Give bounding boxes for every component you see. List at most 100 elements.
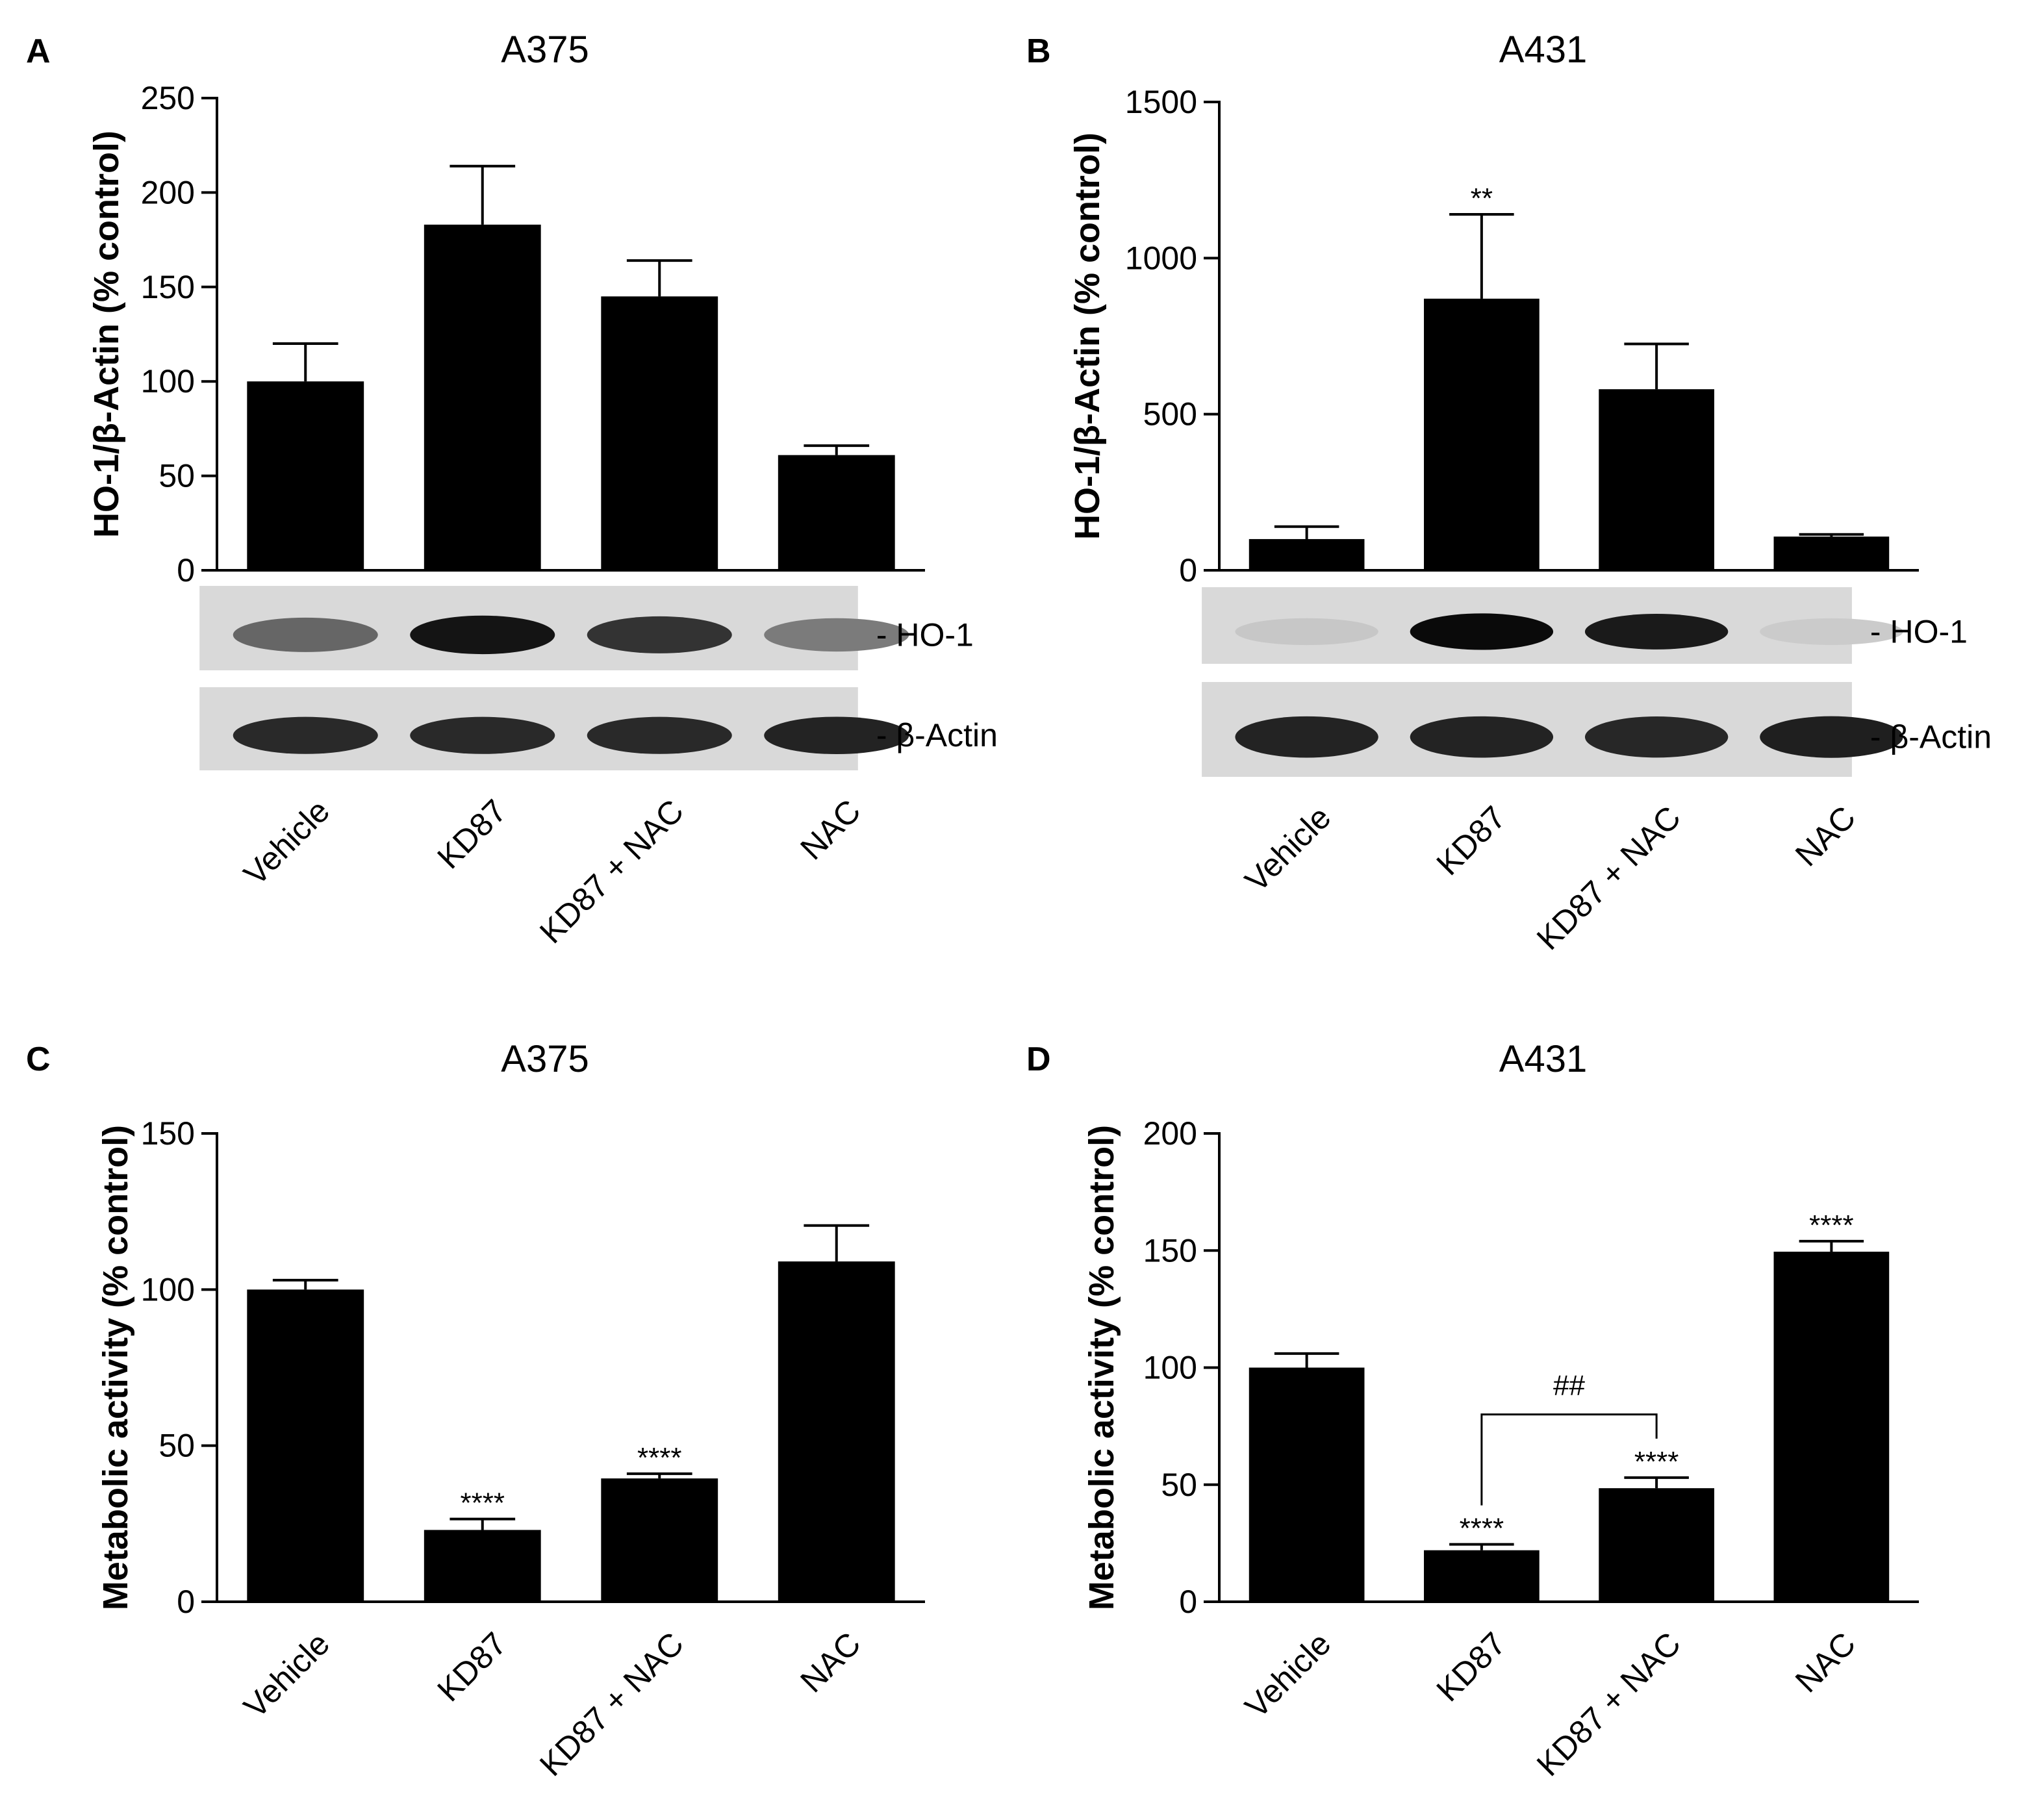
y-axis-label: Metabolic activity (% control)	[1082, 1125, 1121, 1610]
blot-band	[1235, 716, 1378, 758]
x-tick-label: KD87 + NAC	[1530, 1625, 1688, 1783]
bar-1	[1424, 298, 1540, 570]
blot-band	[410, 615, 555, 655]
x-tick-label: KD87	[430, 792, 513, 876]
blot-band	[1410, 716, 1554, 758]
y-tick-label: 100	[1143, 1350, 1197, 1386]
blot-band	[1584, 614, 1729, 650]
blot-band	[233, 617, 378, 652]
bar-0	[1249, 1367, 1365, 1602]
blot-band	[587, 716, 732, 754]
y-tick-label: 250	[141, 80, 195, 116]
y-tick-label: 1000	[1125, 240, 1197, 276]
bar-1	[1424, 1550, 1540, 1602]
blot-band	[764, 618, 909, 652]
y-tick-label: 1500	[1125, 84, 1197, 120]
panel-a: A A375 HO-1/β-Actin (% control) 0 50 100 150 20…	[26, 29, 998, 950]
y-axis-label: Metabolic activity (% control)	[96, 1125, 135, 1610]
significance-label: ****	[1809, 1209, 1854, 1241]
bar-1	[424, 1530, 541, 1602]
x-tick-label: NAC	[1788, 1625, 1862, 1699]
panel-letter: A	[26, 32, 51, 70]
x-tick-label: KD87	[430, 1625, 513, 1708]
y-tick-label: 100	[141, 1271, 195, 1308]
bar-3	[1773, 1252, 1890, 1602]
panel-title: A431	[1499, 29, 1587, 71]
y-tick-label: 200	[141, 174, 195, 210]
y-tick-label: 150	[1143, 1232, 1197, 1269]
x-tick-label: Vehicle	[236, 1625, 336, 1725]
x-tick-label: Vehicle	[1238, 1625, 1338, 1725]
blot-band	[233, 716, 378, 754]
blot-label: - HO-1	[876, 616, 974, 653]
panel-title: A375	[501, 29, 589, 71]
y-tick-label: 0	[1179, 1584, 1197, 1620]
actin-blot: - β-Actin	[199, 687, 998, 770]
bar-0	[247, 1289, 364, 1602]
bar-2	[1599, 1488, 1714, 1602]
x-tick-label: KD87 + NAC	[533, 1625, 691, 1783]
ho1-blot: - HO-1	[1202, 587, 1968, 664]
blot-label: - HO-1	[1870, 613, 1968, 650]
y-tick-label: 150	[141, 1115, 195, 1152]
x-tick-label: NAC	[793, 1625, 867, 1699]
ho1-blot: - HO-1	[199, 586, 974, 670]
significance-label: ****	[461, 1487, 505, 1519]
panel-d: D A431 Metabolic activity (% control) 0 50 10…	[1026, 1038, 1919, 1783]
blot-band	[1584, 716, 1729, 758]
y-tick-label: 500	[1143, 396, 1197, 433]
blot-label: - β-Actin	[876, 717, 998, 753]
x-tick-label: Vehicle	[1238, 799, 1338, 899]
panel-b: B A431 HO-1/β-Actin (% control) 0 500 1000 150…	[1026, 29, 1992, 957]
blot-label: - β-Actin	[1870, 719, 1992, 755]
blot-band	[410, 716, 555, 754]
y-tick-label: 0	[177, 552, 195, 588]
bar-3	[778, 455, 895, 570]
blot-band	[587, 616, 732, 653]
x-tick-label: NAC	[1788, 799, 1862, 873]
y-axis-label: HO-1/β-Actin (% control)	[1068, 133, 1107, 540]
bar-3	[778, 1261, 895, 1602]
bar-3	[1773, 537, 1890, 570]
y-tick-label: 150	[141, 269, 195, 305]
y-tick-label: 0	[177, 1584, 195, 1620]
bar-0	[1249, 538, 1365, 570]
blot-band	[1760, 716, 1903, 758]
bar-0	[247, 381, 364, 570]
x-tick-label: Vehicle	[236, 792, 336, 892]
x-tick-label: KD87	[1430, 1625, 1513, 1708]
x-tick-label: KD87 + NAC	[1530, 799, 1688, 957]
significance-label: ****	[1634, 1446, 1679, 1478]
significance-label: ****	[1460, 1513, 1504, 1545]
panel-title: A431	[1499, 1038, 1587, 1080]
significance-label: ****	[637, 1442, 682, 1474]
panel-title: A375	[501, 1038, 589, 1080]
x-tick-label: KD87 + NAC	[533, 792, 691, 950]
panel-letter: D	[1026, 1041, 1051, 1078]
y-tick-label: 50	[1161, 1467, 1197, 1503]
comparison-bracket	[1480, 1413, 1658, 1506]
y-tick-label: 50	[158, 458, 195, 494]
y-tick-label: 0	[1179, 552, 1197, 588]
y-tick-label: 200	[1143, 1115, 1197, 1152]
panel-letter: C	[26, 1041, 51, 1078]
blot-band	[1410, 613, 1554, 650]
blot-band	[1760, 618, 1903, 645]
y-tick-label: 100	[141, 363, 195, 399]
bar-2	[601, 1478, 718, 1602]
x-tick-label: NAC	[793, 792, 867, 866]
bar-2	[1599, 389, 1714, 570]
significance-label: **	[1471, 183, 1493, 214]
x-tick-label: KD87	[1430, 799, 1513, 882]
y-axis-label: HO-1/β-Actin (% control)	[87, 131, 126, 538]
panel-letter: B	[1026, 32, 1051, 70]
blot-band	[764, 716, 909, 755]
bar-1	[424, 224, 541, 570]
y-tick-label: 50	[158, 1428, 195, 1464]
panel-c: C A375 Metabolic activity (% control) 0 50 10…	[26, 1038, 925, 1783]
actin-blot: - β-Actin	[1202, 682, 1992, 777]
bracket-label: ##	[1553, 1370, 1585, 1402]
blot-band	[1235, 618, 1378, 646]
bar-2	[601, 296, 718, 570]
